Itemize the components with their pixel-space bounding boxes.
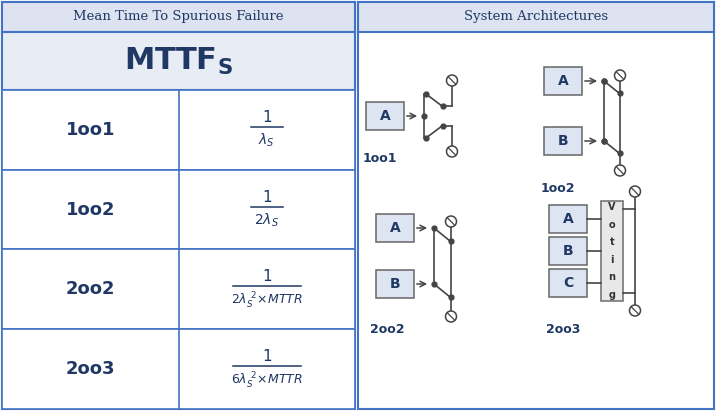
- FancyBboxPatch shape: [358, 2, 714, 32]
- FancyBboxPatch shape: [2, 2, 355, 409]
- Text: 1oo2: 1oo2: [65, 201, 115, 219]
- Text: 1oo2: 1oo2: [541, 182, 575, 196]
- Text: g: g: [609, 290, 616, 300]
- Text: 2oo2: 2oo2: [369, 323, 405, 335]
- Text: $2\lambda_S$: $2\lambda_S$: [254, 212, 279, 229]
- Circle shape: [614, 165, 626, 176]
- Text: 2oo2: 2oo2: [65, 280, 115, 298]
- Text: B: B: [563, 244, 574, 258]
- Circle shape: [447, 146, 458, 157]
- Text: 1: 1: [262, 189, 271, 205]
- Text: System Architectures: System Architectures: [464, 11, 608, 23]
- Text: $2\lambda_S^{\ 2}\!\times\! MTTR$: $2\lambda_S^{\ 2}\!\times\! MTTR$: [231, 291, 303, 312]
- FancyBboxPatch shape: [2, 329, 355, 409]
- FancyBboxPatch shape: [2, 170, 355, 249]
- FancyBboxPatch shape: [601, 201, 623, 301]
- Text: B: B: [390, 277, 400, 291]
- Text: B: B: [558, 134, 569, 148]
- Text: t: t: [610, 237, 614, 247]
- Circle shape: [629, 305, 641, 316]
- Text: 1oo1: 1oo1: [65, 121, 115, 139]
- Text: A: A: [379, 109, 390, 123]
- FancyBboxPatch shape: [366, 102, 404, 130]
- FancyBboxPatch shape: [358, 2, 714, 409]
- Text: C: C: [563, 276, 573, 290]
- FancyBboxPatch shape: [549, 205, 587, 233]
- Text: 2oo3: 2oo3: [546, 323, 580, 335]
- Text: 1oo1: 1oo1: [363, 152, 397, 164]
- Text: 1: 1: [262, 349, 271, 364]
- Text: 2oo3: 2oo3: [65, 360, 115, 378]
- Text: 1: 1: [262, 110, 271, 125]
- Circle shape: [614, 70, 626, 81]
- Text: $\mathbf{MTTF_S}$: $\mathbf{MTTF_S}$: [124, 46, 233, 76]
- Circle shape: [447, 75, 458, 86]
- Text: A: A: [390, 221, 400, 235]
- Text: n: n: [609, 272, 616, 282]
- Circle shape: [445, 311, 457, 322]
- Text: Mean Time To Spurious Failure: Mean Time To Spurious Failure: [73, 11, 284, 23]
- FancyBboxPatch shape: [544, 127, 582, 155]
- FancyBboxPatch shape: [2, 90, 355, 170]
- Text: 1: 1: [262, 269, 271, 284]
- FancyBboxPatch shape: [549, 237, 587, 265]
- FancyBboxPatch shape: [549, 269, 587, 297]
- Text: $6\lambda_S^{\ 2}\!\times\! MTTR$: $6\lambda_S^{\ 2}\!\times\! MTTR$: [231, 371, 303, 391]
- FancyBboxPatch shape: [544, 67, 582, 95]
- FancyBboxPatch shape: [2, 2, 355, 32]
- Text: o: o: [609, 219, 615, 230]
- Text: A: A: [563, 212, 574, 226]
- FancyBboxPatch shape: [376, 270, 414, 298]
- Text: $\lambda_S$: $\lambda_S$: [258, 132, 275, 149]
- Text: V: V: [609, 202, 616, 212]
- Text: A: A: [558, 74, 569, 88]
- Text: i: i: [610, 255, 614, 265]
- FancyBboxPatch shape: [2, 32, 355, 90]
- Circle shape: [629, 186, 641, 197]
- Circle shape: [445, 216, 457, 227]
- FancyBboxPatch shape: [376, 214, 414, 242]
- FancyBboxPatch shape: [2, 249, 355, 329]
